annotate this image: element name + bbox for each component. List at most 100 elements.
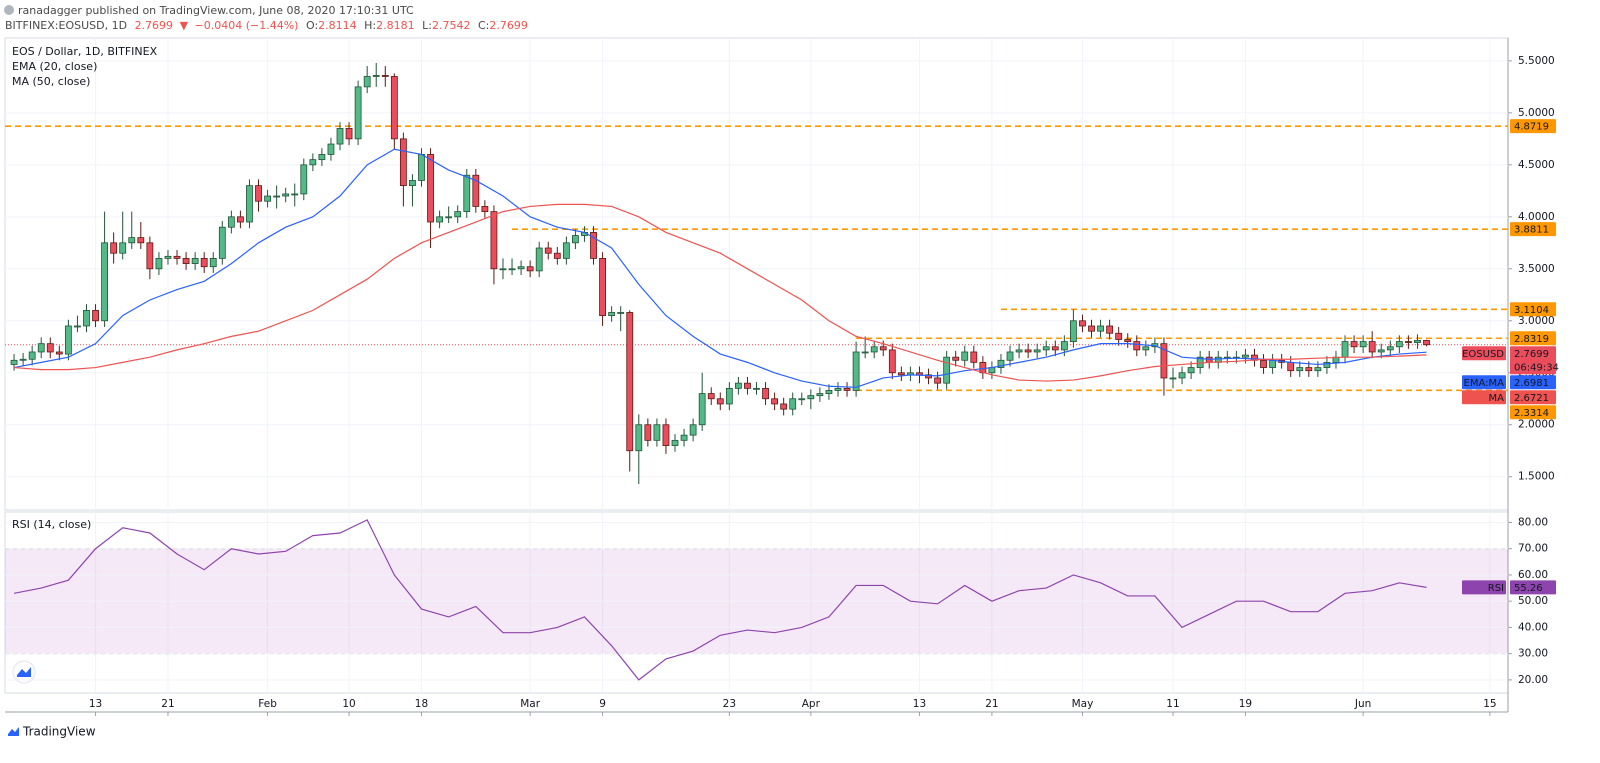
candle-body xyxy=(200,258,208,268)
ohlc-value: 2.8181 xyxy=(376,19,415,32)
candle-body xyxy=(1405,341,1412,344)
y-tick-label: 60.00 xyxy=(1518,569,1548,581)
candle-body xyxy=(309,159,317,166)
candle-body xyxy=(1350,341,1358,348)
candle-body xyxy=(1097,325,1104,332)
candle-body xyxy=(128,237,136,244)
ohlc-name: C: xyxy=(478,19,489,32)
candle-body xyxy=(897,372,905,376)
logo-shape xyxy=(17,667,31,677)
candle-body xyxy=(590,232,597,259)
candle-body xyxy=(137,237,145,244)
candle-body xyxy=(490,211,498,270)
candle-body xyxy=(1042,346,1050,351)
candle-body xyxy=(1287,361,1295,372)
x-tick-label: Feb xyxy=(258,698,277,710)
candle-body xyxy=(1386,346,1394,351)
candle-body xyxy=(1015,349,1023,353)
candle-body xyxy=(925,374,932,379)
rsi-line xyxy=(13,519,1427,681)
candle-body xyxy=(282,193,290,197)
candle-body xyxy=(1242,354,1249,358)
candle-body xyxy=(934,377,941,384)
candle-body xyxy=(354,86,362,140)
candle-body xyxy=(608,312,616,316)
candle-body xyxy=(463,174,471,213)
candle-body xyxy=(1106,325,1114,334)
countdown: 06:49:34 xyxy=(1514,362,1559,373)
candle-body xyxy=(1305,367,1313,372)
candle-body xyxy=(1133,341,1141,351)
y-tick-label: 3.0000 xyxy=(1518,315,1555,327)
candle-body xyxy=(1260,359,1267,368)
candle-body xyxy=(789,398,797,410)
y-tick-label: 50.00 xyxy=(1518,595,1548,607)
candle-body xyxy=(725,387,733,405)
candle-body xyxy=(689,424,697,436)
price-tag xyxy=(1510,405,1556,420)
ohlc-name: H: xyxy=(364,19,376,32)
price-tag-label: 4.8719 xyxy=(1514,122,1549,133)
price-tag-label: 2.3314 xyxy=(1514,408,1549,419)
candle-body xyxy=(662,424,670,446)
x-tick-label: 10 xyxy=(342,698,355,710)
x-tick-label: 9 xyxy=(599,698,606,710)
candle-body xyxy=(744,382,751,389)
x-tick-label: 11 xyxy=(1166,698,1179,710)
price-tag xyxy=(1510,331,1556,346)
candle-body xyxy=(227,216,235,228)
price-tag xyxy=(1510,119,1556,134)
candle-body xyxy=(771,398,779,405)
x-tick-label: 21 xyxy=(161,698,174,710)
tag-name: RSI xyxy=(1488,583,1504,594)
candle-body xyxy=(1414,339,1421,344)
candle-body xyxy=(83,309,90,327)
candle-body xyxy=(1160,343,1168,379)
candle-body xyxy=(1341,341,1349,358)
y-tick-label: 70.00 xyxy=(1518,543,1548,555)
x-tick-label: Jun xyxy=(1354,698,1371,710)
candle-body xyxy=(997,359,1005,368)
candle-body xyxy=(399,138,407,187)
y-tick-label: 80.00 xyxy=(1518,516,1548,528)
candle-body xyxy=(1314,367,1322,372)
price-tag-label: 2.7699 xyxy=(1514,349,1549,360)
indicator-line xyxy=(13,148,1427,388)
candle-body xyxy=(1296,367,1304,372)
avatar xyxy=(4,5,14,15)
candle-body xyxy=(526,266,534,272)
candle-body xyxy=(110,242,118,254)
candle-body xyxy=(544,247,552,254)
candle-body xyxy=(1088,325,1095,332)
candle-body xyxy=(1060,341,1068,351)
candle-body xyxy=(798,398,806,401)
candle-body xyxy=(381,75,389,77)
price-tag-label: 3.1104 xyxy=(1514,305,1549,316)
candle-body xyxy=(1187,367,1195,374)
candle-body xyxy=(246,185,253,223)
candle-body xyxy=(707,393,715,400)
price-tag xyxy=(1510,222,1556,237)
y-tick-label: 4.5000 xyxy=(1518,159,1555,171)
candle-body xyxy=(10,359,18,365)
candle-body xyxy=(291,193,299,196)
candle-body xyxy=(173,255,181,259)
price-tag xyxy=(1510,580,1556,595)
x-tick-label: 23 xyxy=(723,698,736,710)
y-tick-label: 5.5000 xyxy=(1518,55,1555,67)
price-tag xyxy=(1510,390,1556,405)
candle-body xyxy=(1051,346,1059,351)
candle-body xyxy=(834,387,842,391)
candle-body xyxy=(671,439,679,446)
candle-body xyxy=(626,312,634,452)
arrow: ▼ xyxy=(180,19,189,32)
candle-body xyxy=(273,195,281,198)
candle-body xyxy=(888,349,896,374)
candle-body xyxy=(1024,349,1032,353)
y-tick-label: 1.5000 xyxy=(1518,471,1555,483)
candle-body xyxy=(653,424,661,441)
change: −0.0404 (−1.44%) xyxy=(195,19,299,32)
candle-body xyxy=(870,346,878,353)
candle-body xyxy=(209,258,217,268)
